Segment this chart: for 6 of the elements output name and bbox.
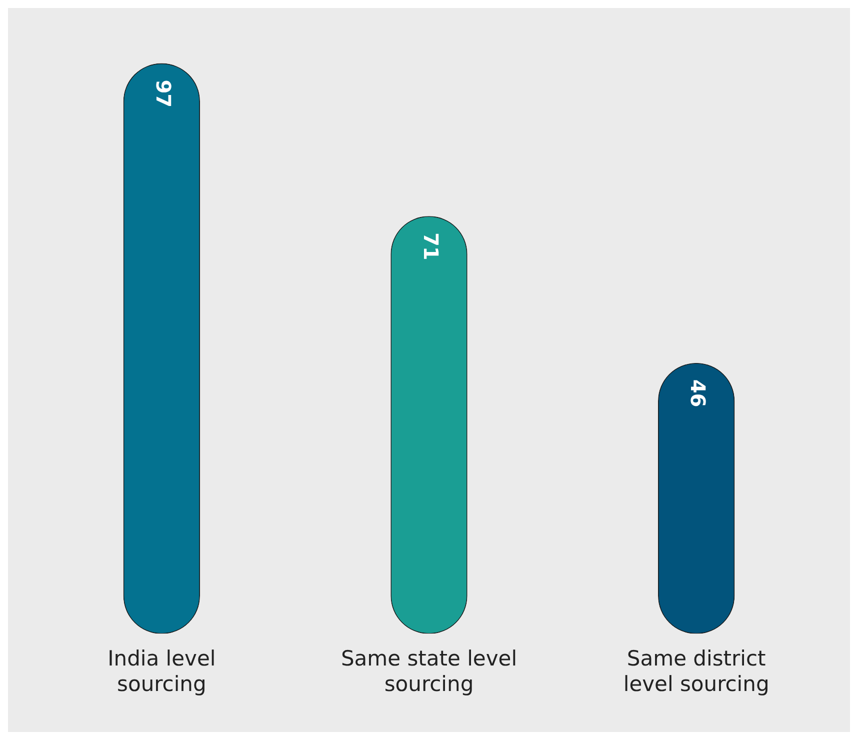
x-tick-label: Same district level sourcing [623, 646, 770, 696]
x-tick-label: India level sourcing [108, 646, 216, 696]
data-label: 71 [418, 232, 443, 260]
data-label: 46 [686, 379, 710, 408]
x-tick-label: Same state level sourcing [340, 646, 518, 696]
data-label: 97 [151, 80, 176, 108]
